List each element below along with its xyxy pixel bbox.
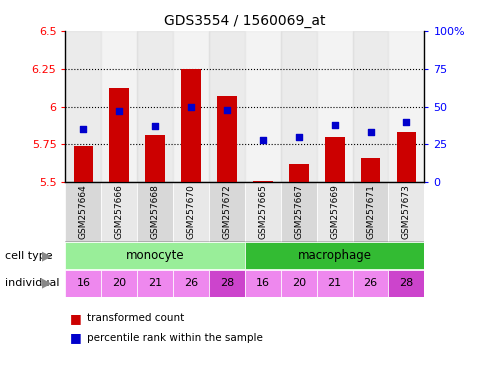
Bar [324,137,344,182]
Point [258,137,266,143]
Text: GSM257669: GSM257669 [330,184,338,239]
Bar [74,146,93,182]
Bar [101,182,137,242]
Bar [209,31,244,182]
Text: GSM257671: GSM257671 [365,184,374,239]
Point [330,122,338,128]
Bar [209,270,244,297]
Text: 26: 26 [363,278,377,288]
Bar [388,182,424,242]
Text: individual: individual [5,278,59,288]
Text: 28: 28 [398,278,413,288]
Point [115,108,123,114]
Bar [352,182,388,242]
Bar [244,242,424,269]
Bar [145,136,165,182]
Text: ■: ■ [70,312,82,325]
Point [187,103,195,109]
Point [79,126,87,132]
Bar [65,31,101,182]
Text: GSM257666: GSM257666 [115,184,123,239]
Point [294,134,302,140]
Bar [316,31,352,182]
Bar [244,31,280,182]
Text: transformed count: transformed count [87,313,184,323]
Bar [244,270,280,297]
Bar [65,270,101,297]
Bar [316,182,352,242]
Point [223,106,230,113]
Bar [173,31,209,182]
Bar [388,31,424,182]
Bar [173,270,209,297]
Bar [244,182,280,242]
Bar [280,31,316,182]
Text: ▶: ▶ [42,249,52,262]
Text: GSM257668: GSM257668 [151,184,159,239]
Text: ■: ■ [70,331,82,344]
Text: GSM257673: GSM257673 [401,184,410,239]
Point [151,123,159,129]
Text: macrophage: macrophage [297,249,371,262]
Text: GSM257670: GSM257670 [186,184,195,239]
Bar [388,270,424,297]
Text: GSM257672: GSM257672 [222,184,231,239]
Bar [253,181,272,182]
Text: 21: 21 [148,278,162,288]
Text: GSM257665: GSM257665 [258,184,267,239]
Bar [181,69,200,182]
Bar [396,132,415,182]
Bar [280,270,316,297]
Bar [360,158,379,182]
Text: 16: 16 [76,278,90,288]
Bar [101,270,137,297]
Text: GSM257664: GSM257664 [79,184,88,239]
Text: GSM257667: GSM257667 [294,184,302,239]
Bar [137,182,173,242]
Text: monocyte: monocyte [126,249,184,262]
Text: 20: 20 [291,278,305,288]
Bar [137,31,173,182]
Text: ▶: ▶ [42,277,52,290]
Bar [288,164,308,182]
Bar [137,270,173,297]
Text: cell type: cell type [5,251,52,261]
Bar [217,96,236,182]
Text: 26: 26 [183,278,198,288]
Bar [209,182,244,242]
Bar [173,182,209,242]
Bar [280,182,316,242]
Bar [352,31,388,182]
Bar [65,182,101,242]
Point [366,129,374,136]
Title: GDS3554 / 1560069_at: GDS3554 / 1560069_at [164,14,325,28]
Text: 28: 28 [219,278,234,288]
Text: 16: 16 [256,278,269,288]
Text: 21: 21 [327,278,341,288]
Text: percentile rank within the sample: percentile rank within the sample [87,333,263,343]
Point [402,119,409,125]
Bar [101,31,137,182]
Bar [109,88,129,182]
Bar [352,270,388,297]
Bar [316,270,352,297]
Bar [65,242,244,269]
Text: 20: 20 [112,278,126,288]
